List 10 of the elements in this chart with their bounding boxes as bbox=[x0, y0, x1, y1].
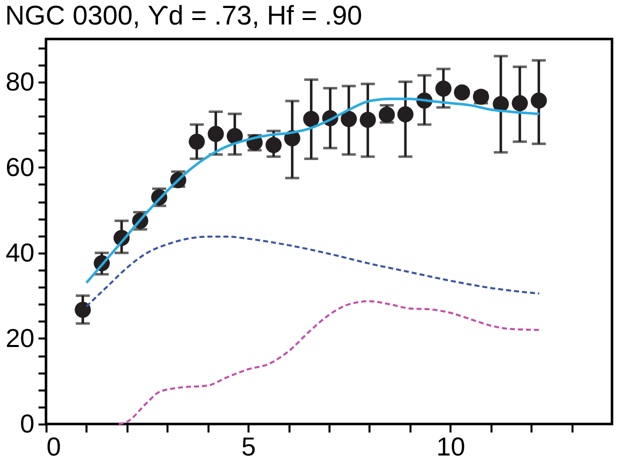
x-tick-label: 5 bbox=[241, 432, 256, 462]
y-tick-label: 40 bbox=[6, 237, 34, 268]
x-tick-label: 0 bbox=[46, 432, 61, 462]
y-tick-label: 80 bbox=[6, 66, 34, 96]
y-tick-label: 0 bbox=[20, 408, 34, 438]
chart-title: NGC 0300, ϒd = .73, Hf = .90 bbox=[5, 0, 362, 31]
y-tick-label: 20 bbox=[6, 322, 34, 353]
y-tick-label: 60 bbox=[6, 152, 34, 182]
line-series bbox=[118, 300, 540, 425]
x-tick-label: 10 bbox=[436, 432, 466, 462]
